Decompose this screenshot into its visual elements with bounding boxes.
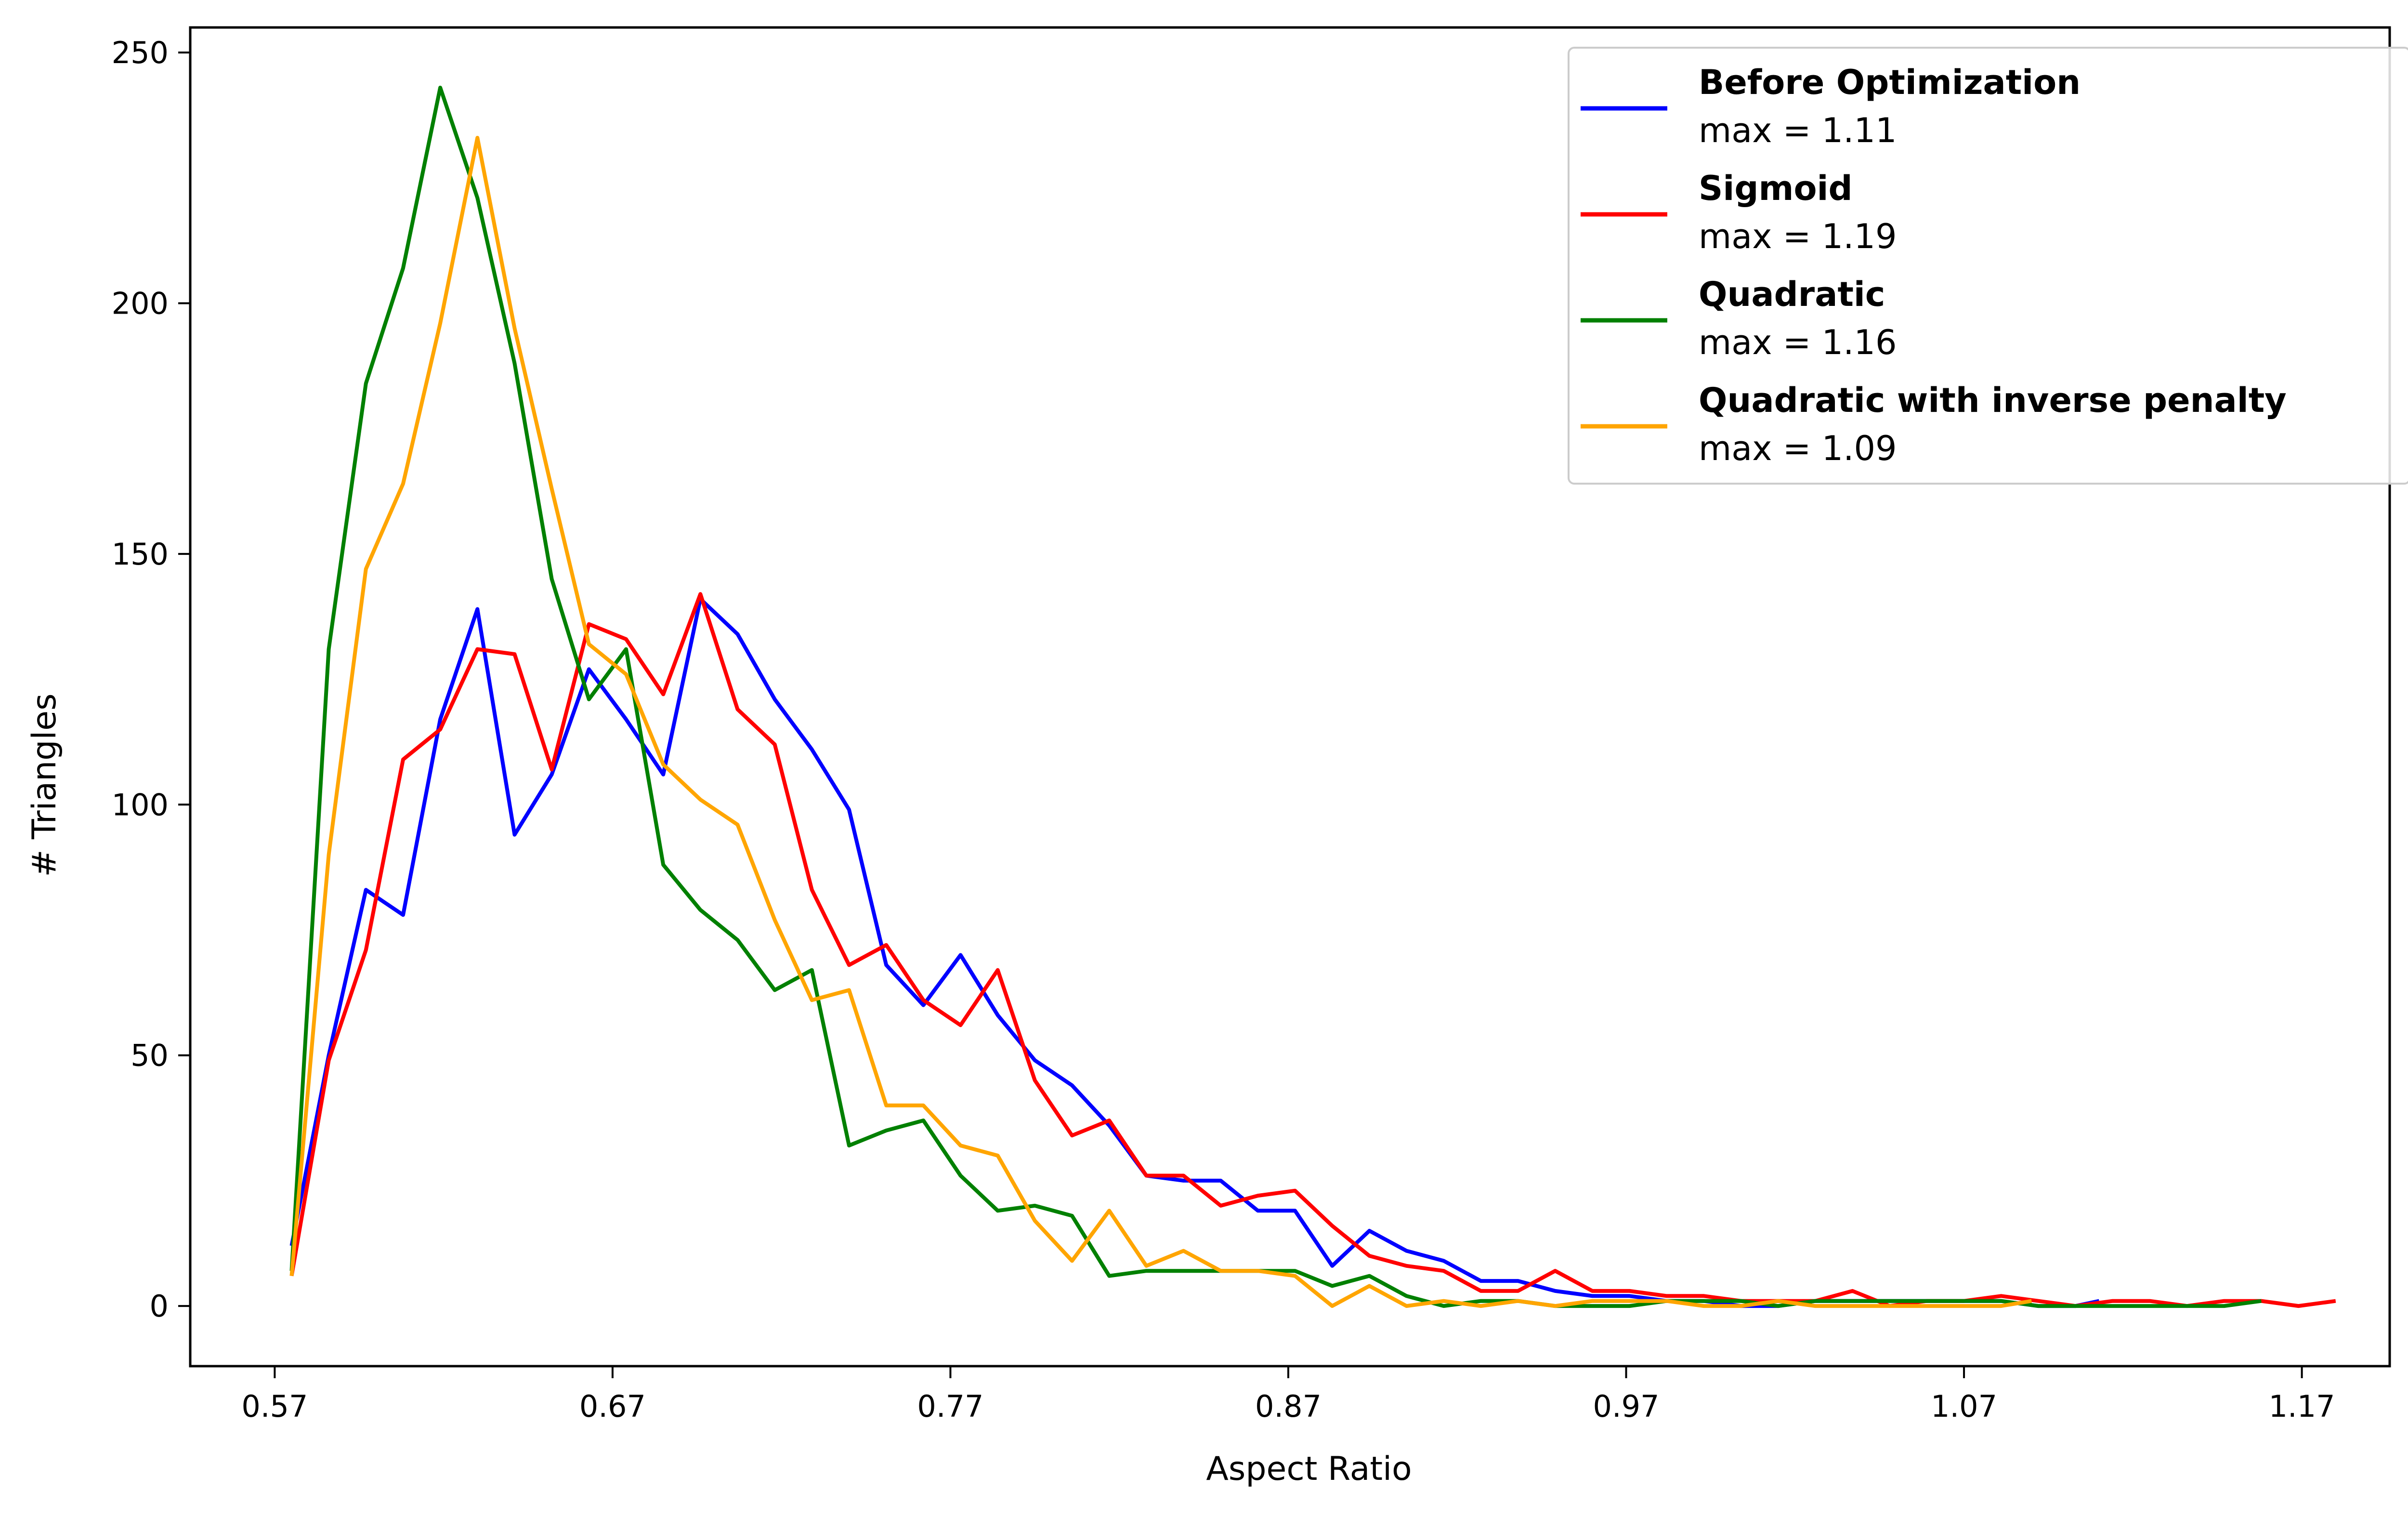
- x-tick-label: 1.17: [2269, 1389, 2335, 1424]
- plot-area-frame: [189, 26, 2391, 1368]
- legend-series-name: Sigmoid: [1699, 169, 1853, 208]
- legend-series-name: Before Optimization: [1699, 63, 2081, 102]
- y-tick-label: 50: [131, 1038, 169, 1073]
- x-tick-label: 0.57: [241, 1389, 308, 1424]
- legend: Before Optimization max = 1.11 Sigmoid max …: [1568, 47, 2408, 485]
- y-tick-label: 200: [112, 286, 169, 321]
- legend-series-max: max = 1.16: [1699, 323, 1897, 362]
- y-tick-label: 250: [112, 35, 169, 70]
- series-lines: [289, 85, 2336, 1308]
- y-axis-title: # Triangles: [26, 693, 64, 877]
- legend-series-max: max = 1.11: [1699, 111, 1897, 150]
- legend-series-max: max = 1.19: [1699, 217, 1897, 256]
- x-tick-label: 0.77: [917, 1389, 983, 1424]
- x-tick-label: 0.87: [1255, 1389, 1322, 1424]
- y-tick-label: 100: [112, 787, 169, 822]
- x-tick-label: 1.07: [1931, 1389, 1997, 1424]
- x-axis-title: Aspect Ratio: [1206, 1450, 1412, 1488]
- legend-series-max: max = 1.09: [1699, 429, 1897, 468]
- legend-box: [1568, 47, 2408, 485]
- legend-series-name: Quadratic: [1699, 275, 1885, 314]
- series-line-2: [289, 592, 2336, 1308]
- series-line-3: [289, 85, 2262, 1308]
- x-tick-label: 0.67: [579, 1389, 646, 1424]
- x-axis: 0.57 0.67 0.77 0.87 0.97 1.07 1.17: [241, 1366, 2335, 1424]
- y-tick-label: 0: [150, 1289, 169, 1324]
- series-line-4: [289, 136, 2032, 1308]
- legend-series-name: Quadratic with inverse penalty: [1699, 381, 2287, 420]
- y-axis: 0 50 100 150 200 250: [112, 35, 190, 1324]
- x-tick-label: 0.97: [1593, 1389, 1660, 1424]
- y-tick-label: 150: [112, 537, 169, 572]
